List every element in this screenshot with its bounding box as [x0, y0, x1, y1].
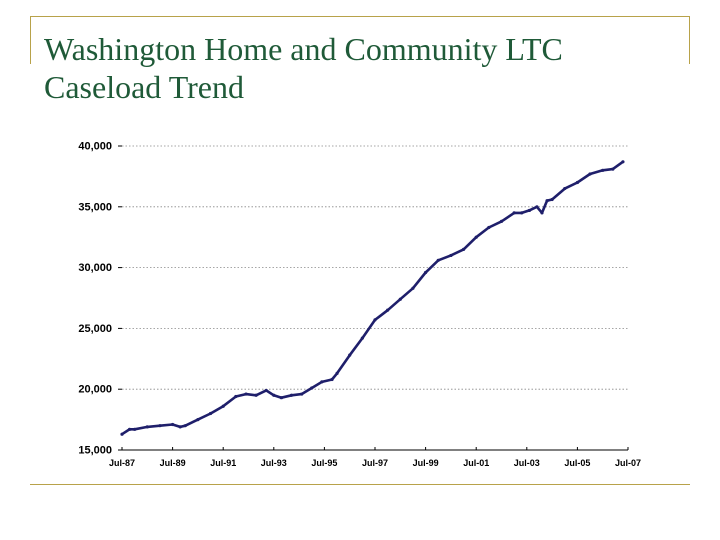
data-point	[178, 425, 182, 429]
x-tick-label: Jul-07	[615, 458, 641, 468]
data-point	[133, 427, 137, 431]
data-point	[300, 392, 304, 396]
data-point	[279, 396, 283, 400]
y-tick-label: 25,000	[78, 323, 112, 335]
y-tick-label: 20,000	[78, 384, 112, 396]
data-point	[411, 286, 415, 290]
data-point	[461, 247, 466, 251]
data-point	[330, 377, 334, 382]
x-tick-label: Jul-91	[210, 458, 236, 468]
y-tick-label: 30,000	[78, 262, 112, 274]
data-point	[373, 318, 377, 322]
data-point	[196, 418, 200, 422]
data-point	[145, 425, 149, 429]
data-point	[398, 297, 402, 301]
slide-title: Washington Home and Community LTC Caselo…	[44, 30, 684, 106]
data-point	[221, 404, 225, 408]
data-point	[535, 205, 539, 209]
data-point	[310, 386, 314, 390]
data-point	[272, 393, 276, 397]
bottom-rule	[30, 484, 690, 485]
data-point	[540, 211, 544, 215]
x-tick-label: Jul-89	[160, 458, 186, 468]
data-point	[499, 219, 504, 223]
data-point	[348, 353, 352, 357]
data-point	[127, 427, 132, 431]
data-point	[183, 424, 187, 428]
x-tick-label: Jul-01	[463, 458, 489, 468]
x-tick-label: Jul-87	[109, 458, 135, 468]
data-point	[120, 432, 124, 436]
data-point	[601, 168, 605, 172]
x-tick-label: Jul-05	[564, 458, 590, 468]
x-tick-label: Jul-93	[261, 458, 287, 468]
data-point	[611, 167, 615, 171]
data-point	[621, 160, 625, 164]
data-point	[527, 208, 531, 213]
data-point	[244, 392, 248, 396]
data-point	[575, 180, 580, 185]
y-tick-label: 15,000	[78, 445, 112, 457]
slide-title-line-2: Caseload Trend	[44, 69, 244, 105]
data-point	[436, 258, 440, 262]
data-point	[474, 235, 478, 239]
data-point	[335, 371, 339, 375]
data-point	[171, 422, 175, 427]
slide-title-line-1: Washington Home and Community LTC	[44, 31, 563, 67]
y-tick-label: 40,000	[78, 141, 112, 153]
x-tick-label: Jul-97	[362, 458, 388, 468]
data-point	[208, 411, 213, 416]
data-point	[563, 186, 567, 191]
data-point	[254, 393, 258, 397]
data-point	[234, 394, 238, 399]
right-rule	[689, 16, 690, 64]
left-rule	[30, 16, 31, 64]
data-point	[360, 336, 364, 340]
data-point	[545, 199, 549, 203]
data-point	[320, 380, 324, 384]
data-point	[487, 225, 491, 230]
data-point	[158, 424, 162, 428]
data-point	[264, 388, 268, 393]
data-point	[289, 393, 294, 397]
x-tick-label: Jul-99	[413, 458, 439, 468]
top-rule	[30, 16, 690, 17]
series-line-caseload	[120, 160, 625, 436]
data-point	[386, 308, 390, 312]
data-point	[588, 172, 592, 176]
y-tick-label: 35,000	[78, 201, 112, 213]
data-point	[520, 211, 524, 215]
data-point	[424, 270, 428, 275]
data-point	[449, 253, 453, 258]
data-point	[550, 197, 554, 202]
x-tick-label: Jul-03	[514, 458, 540, 468]
x-tick-label: Jul-95	[311, 458, 337, 468]
data-point	[512, 211, 516, 215]
